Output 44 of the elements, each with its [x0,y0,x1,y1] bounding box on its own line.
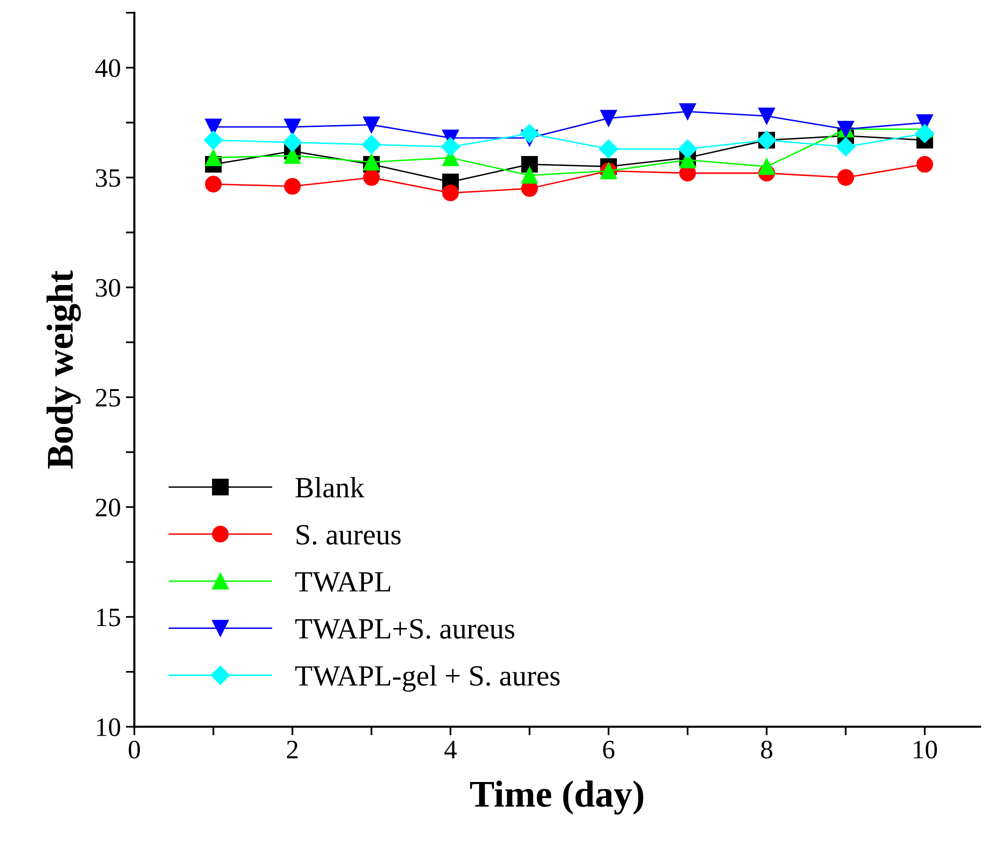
y-tick-label: 15 [97,608,120,626]
legend-label: Blank [296,477,364,498]
y-tick-label: 10 [97,718,120,736]
point [836,137,856,156]
y-tick-label: 20 [96,498,120,516]
point [204,130,223,150]
point [916,156,934,173]
point [599,139,618,158]
x-tick-label: 6 [603,740,614,759]
x-tick-label: 8 [761,740,772,759]
point [678,139,698,158]
point [758,158,775,175]
legend-label: TWAPL+S. aureus [295,619,514,639]
point [521,156,538,173]
point [915,124,934,144]
y-tick-label: 40 [95,59,120,78]
x-tick-label: 10 [914,740,937,759]
y-tick-label: 35 [96,169,120,187]
point [362,135,381,154]
point [679,103,696,120]
point [363,169,380,186]
point [837,169,854,186]
point [758,108,775,124]
point [282,132,302,152]
y-tick-label: 25 [96,388,120,407]
point [442,184,459,202]
x-tick-label: 4 [444,740,457,758]
point [440,137,460,156]
point [521,166,538,184]
y-tick-label: 30 [96,278,120,297]
point [205,149,222,166]
point [284,118,301,136]
x-tick-label: 0 [128,740,140,759]
legend-label: TWAPL-gel + S. aures [295,665,560,692]
legend-label: S. aureus [296,525,401,545]
legend-label: TWAPL [295,572,390,592]
point [520,124,540,144]
y-axis-title: Body weight [46,270,81,469]
point [600,110,617,127]
x-tick-label: 2 [286,740,298,758]
point [363,116,380,134]
point [284,178,301,195]
x-axis-title: Time (day) [470,780,644,815]
point [205,176,222,192]
